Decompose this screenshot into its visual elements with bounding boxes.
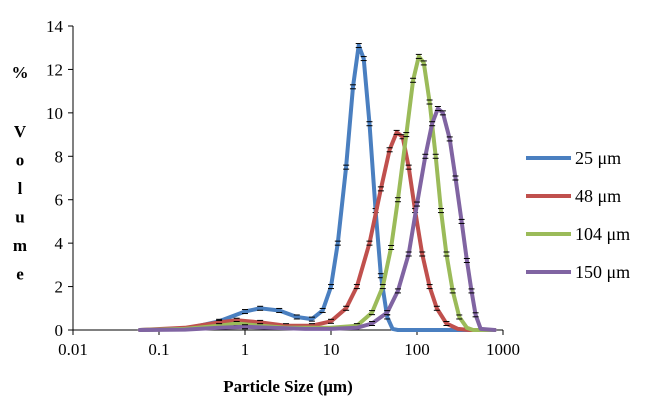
legend-item: 25 μm xyxy=(526,148,621,168)
y-axis-title-letter: u xyxy=(15,208,24,227)
y-axis-title-letter: m xyxy=(13,236,27,255)
y-axis-title-symbol: % xyxy=(12,63,29,82)
y-tick-label: 10 xyxy=(46,104,63,123)
series-3 xyxy=(137,53,497,332)
y-tick-label: 8 xyxy=(55,147,64,166)
x-axis-title: Particle Size (μm) xyxy=(223,377,353,396)
x-tick-label: 100 xyxy=(404,340,430,359)
series-1 xyxy=(137,43,497,332)
legend-item: 150 μm xyxy=(526,262,630,282)
x-tick-label: 10 xyxy=(323,340,340,359)
y-tick-label: 6 xyxy=(55,191,64,210)
series-layer xyxy=(137,43,497,332)
y-tick-label: 4 xyxy=(55,234,64,253)
x-tick-label: 1 xyxy=(241,340,250,359)
y-tick-label: 2 xyxy=(55,278,64,297)
x-tick-label: 0.1 xyxy=(148,340,169,359)
y-tick-label: 12 xyxy=(46,60,63,79)
x-tick-label: 1000 xyxy=(486,340,520,359)
legend-label: 48 μm xyxy=(575,186,621,206)
y-axis-title-letter: e xyxy=(16,265,24,284)
legend-label: 25 μm xyxy=(575,148,621,168)
legend-item: 104 μm xyxy=(526,224,630,244)
legend: 25 μm 48 μm 104 μm 150 μm xyxy=(526,148,630,282)
x-tick-label: 0.01 xyxy=(58,340,88,359)
series-line xyxy=(137,43,497,332)
series-line xyxy=(137,106,497,332)
series-line xyxy=(137,54,497,332)
legend-label: 104 μm xyxy=(575,224,630,244)
legend-label: 150 μm xyxy=(575,262,630,282)
legend-item: 48 μm xyxy=(526,186,621,206)
series-4 xyxy=(137,106,497,332)
axes: 0 2 4 6 8 10 12 14 0.01 0.1 1 10 100 1000 xyxy=(46,17,520,359)
series-line xyxy=(137,130,497,332)
y-tick-label: 0 xyxy=(55,321,64,340)
y-axis-title-letter: l xyxy=(18,179,23,198)
y-tick-label: 14 xyxy=(46,17,64,36)
y-axis-title-letter: o xyxy=(16,151,25,170)
y-axis-title-letter: V xyxy=(14,122,27,141)
